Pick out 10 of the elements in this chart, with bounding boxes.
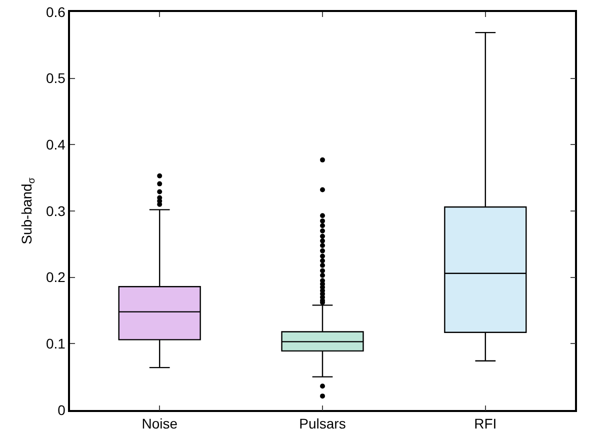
y-tick-label: 0.2	[46, 269, 66, 286]
y-tick-label: 0.4	[46, 136, 66, 153]
y-tick-label: 0.6	[46, 4, 66, 20]
y-tick-label: 0	[58, 402, 66, 418]
x-tick-label: Pulsars	[299, 416, 346, 432]
y-tick-label: 0.5	[46, 70, 66, 86]
y-tick-label: 0.3	[46, 202, 66, 219]
x-tick-label: Noise	[142, 416, 178, 432]
y-tick-label: 0.1	[46, 336, 66, 352]
x-tick-label: RFI	[474, 416, 497, 432]
